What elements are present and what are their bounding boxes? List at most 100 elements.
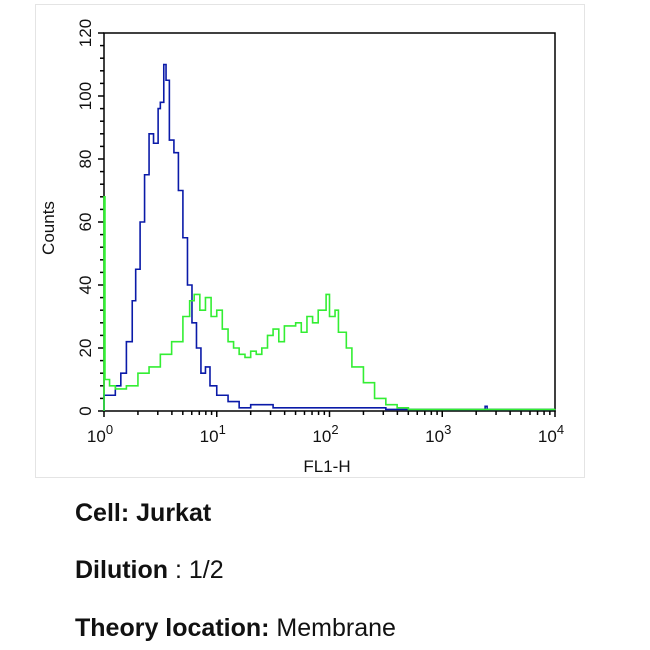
- x-tick-exponent: 3: [444, 422, 451, 437]
- series-2-point: [159, 353, 161, 355]
- series-group: [103, 63, 556, 411]
- series-1-point: [385, 408, 387, 411]
- series-2-point: [385, 404, 387, 406]
- series-2-point: [227, 341, 229, 343]
- series-2-point: [311, 322, 314, 324]
- series-2-point: [441, 408, 443, 411]
- series-2-point: [325, 293, 327, 296]
- series-2-point: [283, 325, 285, 327]
- y-axis-label: Counts: [39, 201, 58, 255]
- series-1-point: [173, 152, 175, 154]
- location-label: Theory location:: [75, 614, 270, 642]
- y-tick-label: 60: [76, 213, 95, 232]
- x-tick-label: 103: [425, 422, 451, 446]
- series-1-point: [139, 221, 141, 223]
- series-1-point: [216, 394, 218, 396]
- x-tick-exponent: 1: [219, 422, 226, 437]
- series-2-point: [306, 315, 308, 318]
- series-1-point: [294, 407, 297, 409]
- series-2-point: [261, 347, 263, 349]
- series-2-point: [148, 366, 150, 368]
- y-tick-label: 100: [76, 82, 95, 110]
- series-1-point: [152, 142, 155, 144]
- series-1-point: [200, 372, 202, 374]
- series-1-point: [135, 268, 137, 270]
- series-1-point: [191, 322, 193, 324]
- cell-label: Cell:: [75, 499, 130, 527]
- series-2-point: [244, 356, 246, 359]
- series-2-point: [300, 331, 302, 333]
- series-2-point: [266, 334, 269, 336]
- cell-caption: Cell: Jurkat: [75, 499, 211, 528]
- x-tick-exponent: 4: [557, 422, 564, 437]
- y-tick-label: 120: [76, 19, 95, 47]
- series-1-point: [165, 79, 167, 81]
- x-tick-exponent: 0: [106, 422, 113, 437]
- series-2-point: [103, 196, 105, 198]
- y-tick-label: 80: [76, 150, 95, 169]
- series-2-point: [334, 309, 336, 311]
- series-1-point: [148, 133, 150, 135]
- series-2-point: [337, 331, 340, 333]
- series-1-point: [120, 372, 122, 374]
- series-1-point: [143, 174, 146, 176]
- x-tick-label: 102: [312, 422, 338, 446]
- series-2-point: [407, 408, 410, 411]
- series-1-point: [177, 189, 180, 192]
- y-tick-label: 0: [76, 406, 95, 415]
- series-2-point: [104, 378, 106, 381]
- series-1-point: [186, 284, 189, 286]
- location-caption: Theory location: Membrane: [75, 614, 396, 643]
- series-1-point: [131, 300, 133, 302]
- series-2-point: [345, 347, 347, 349]
- x-tick-base: 10: [87, 427, 106, 446]
- x-tick-base: 10: [538, 427, 557, 446]
- x-tick-base: 10: [425, 427, 444, 446]
- series-2-point: [554, 408, 556, 411]
- series-2-point: [362, 382, 365, 384]
- series-1-point: [209, 385, 211, 387]
- dilution-value: : 1/2: [174, 556, 224, 584]
- series-2-point: [328, 315, 331, 318]
- series-2-point: [295, 322, 297, 324]
- series-2-point: [232, 347, 235, 349]
- series-1-point: [484, 405, 486, 407]
- series-1-point: [168, 139, 170, 141]
- x-tick-label: 104: [538, 422, 564, 446]
- series-1-point: [159, 101, 161, 103]
- dilution-caption: Dilution : 1/2: [75, 556, 224, 585]
- series-2-point: [396, 407, 398, 409]
- location-value: Membrane: [276, 614, 396, 642]
- series-2-histogram: [103, 196, 555, 411]
- series-1-point: [328, 407, 331, 409]
- y-tick-label: 20: [76, 339, 95, 358]
- series-2-point: [250, 350, 252, 352]
- series-1-histogram: [103, 63, 555, 411]
- series-2-point: [351, 366, 353, 368]
- series-1-point: [125, 341, 127, 343]
- series-1-point: [163, 63, 165, 66]
- series-2-point: [204, 297, 207, 299]
- series-1-point: [238, 407, 240, 409]
- series-2-point: [373, 397, 376, 399]
- series-2-point: [255, 353, 257, 355]
- series-2-point: [114, 388, 116, 390]
- series-2-point: [108, 385, 111, 387]
- series-2-point: [238, 353, 240, 355]
- series-2-point: [182, 315, 184, 318]
- series-1-point: [157, 108, 159, 110]
- series-2-point: [317, 309, 319, 311]
- x-axis-label: FL1-H: [303, 457, 350, 476]
- series-2-point: [171, 341, 173, 343]
- series-1-point: [105, 394, 107, 396]
- series-2-point: [193, 293, 195, 296]
- series-2-point: [137, 372, 139, 374]
- chart-panel: [35, 4, 585, 478]
- series-1-point: [272, 407, 274, 409]
- x-tick-base: 10: [312, 427, 331, 446]
- series-1-point: [227, 400, 229, 403]
- x-tick-label: 101: [200, 422, 226, 446]
- x-tick-label: 100: [87, 422, 113, 446]
